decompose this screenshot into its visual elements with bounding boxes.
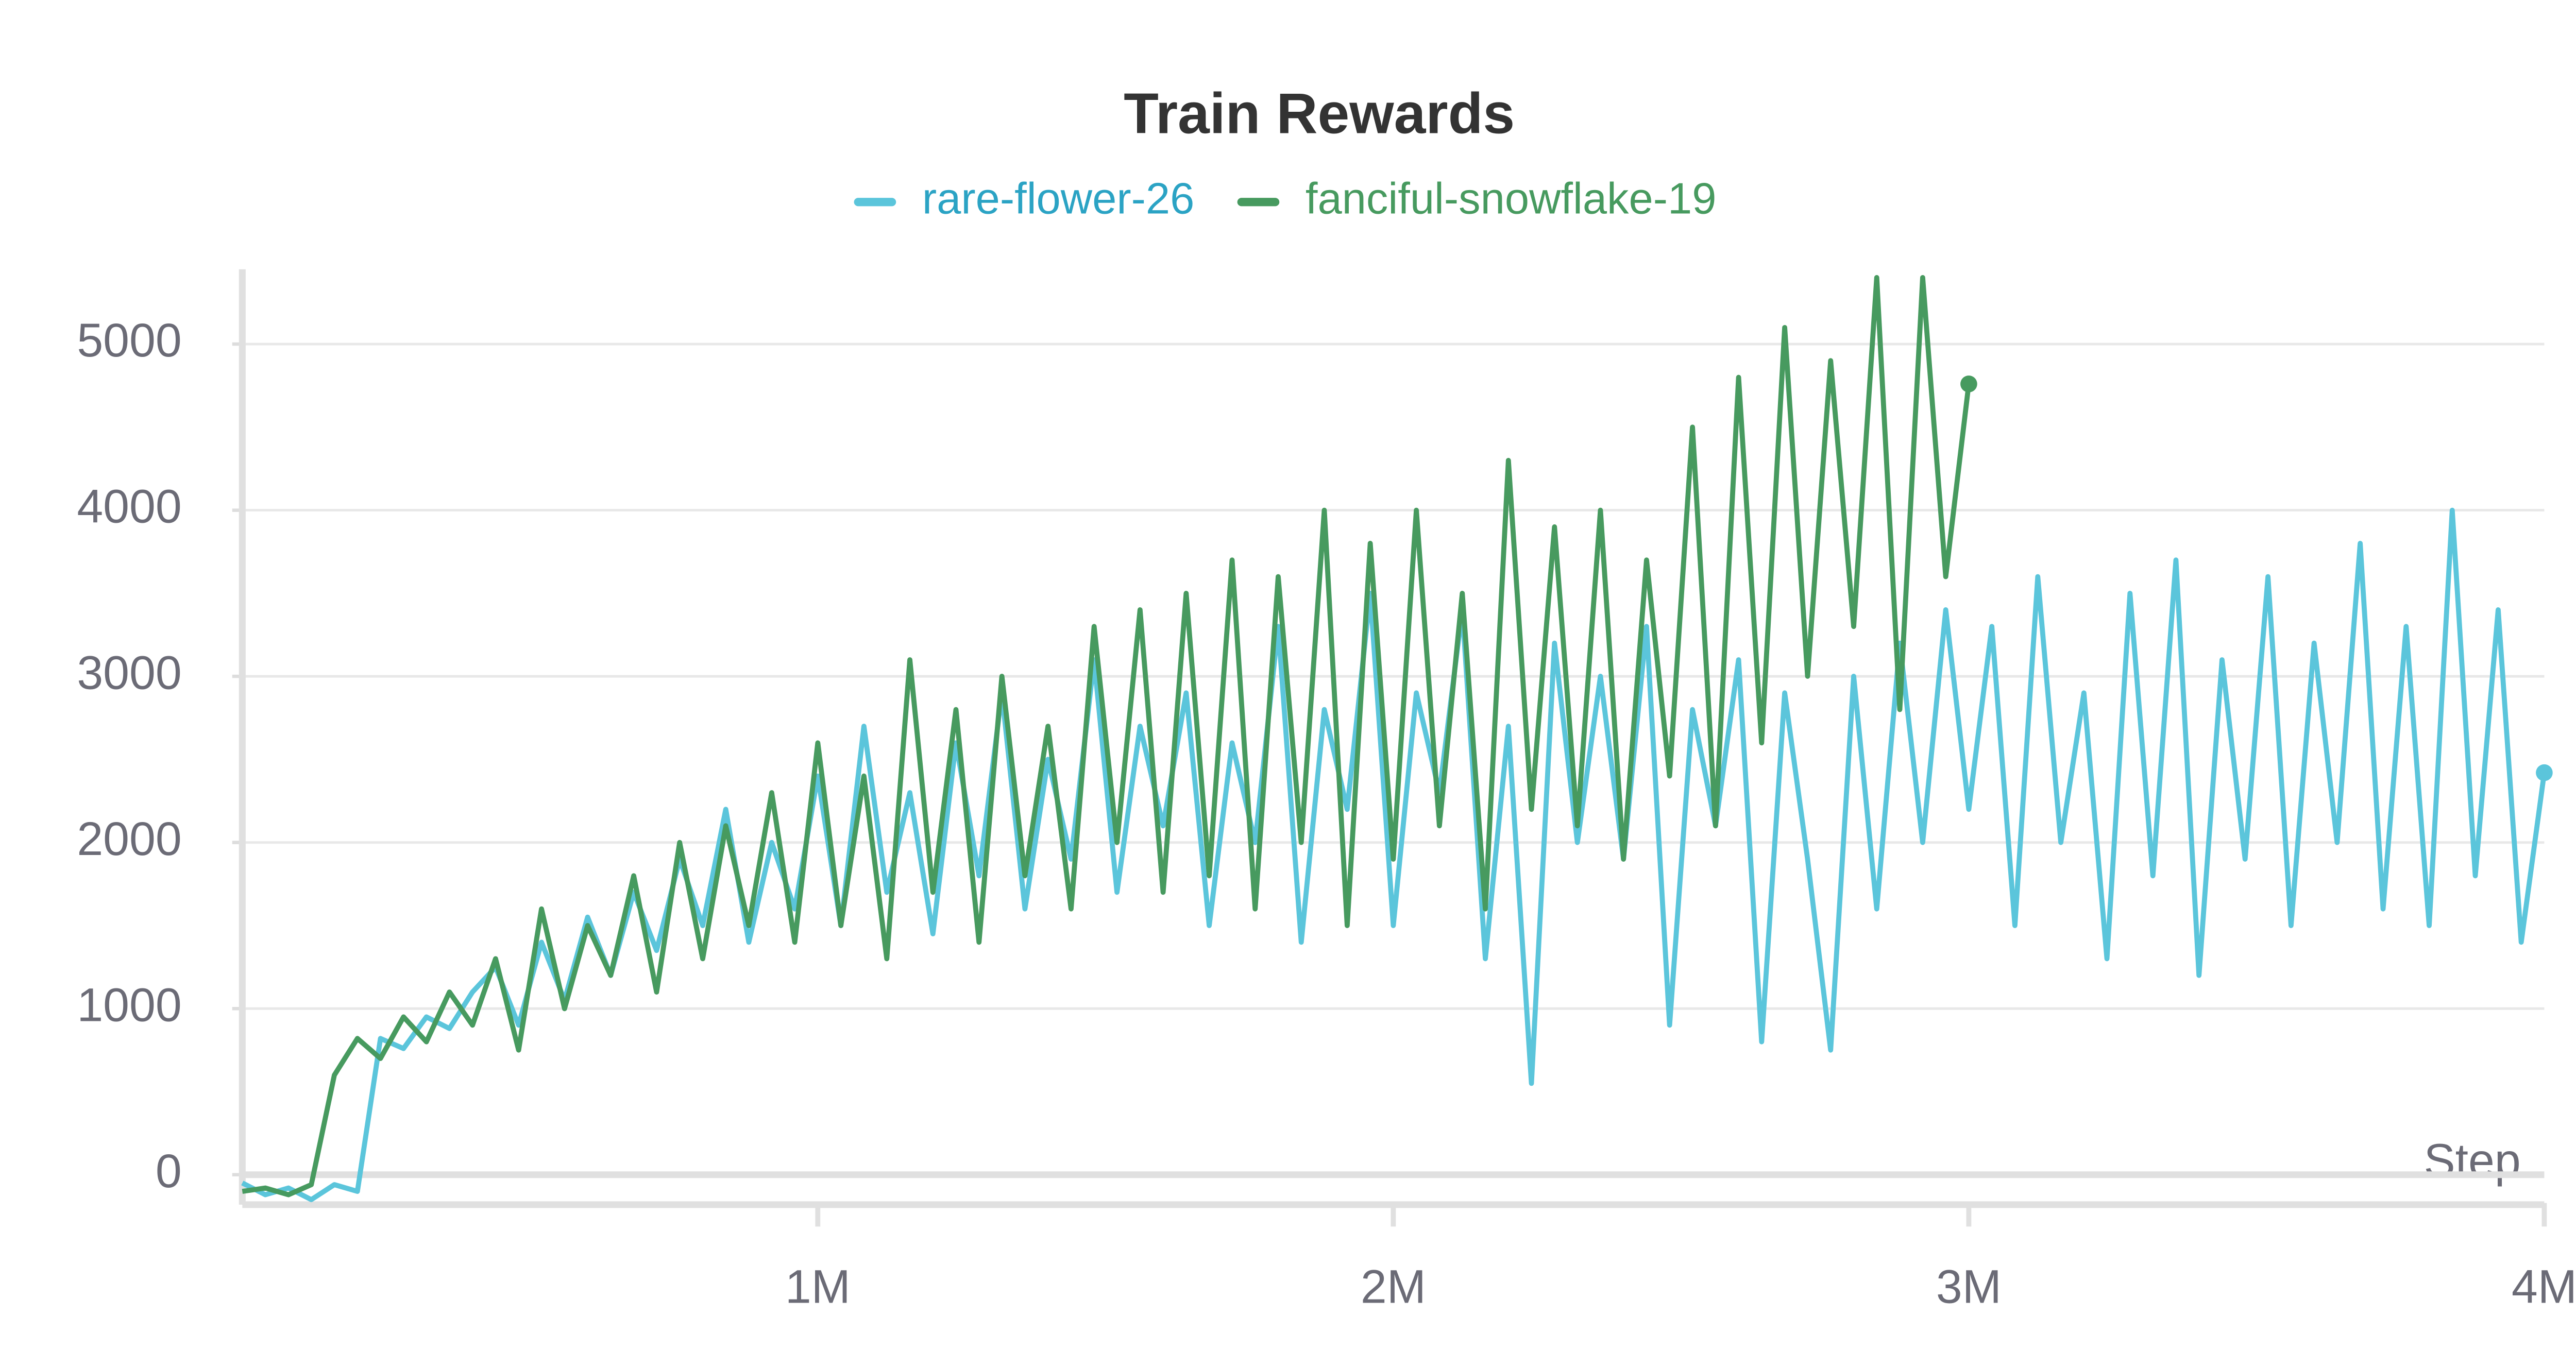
y-tick-label: 4000	[77, 481, 181, 533]
series-line	[242, 275, 1972, 1198]
end-point	[1960, 375, 1977, 392]
end-point	[2536, 764, 2553, 781]
x-axis-label: Step	[2424, 1135, 2521, 1187]
y-tick-label: 2000	[77, 813, 181, 865]
chart-title: Train Rewards	[1124, 81, 1515, 145]
y-tick-label: 0	[156, 1145, 182, 1198]
y-tick-label: 5000	[77, 314, 181, 367]
x-tick-label: 2M	[1361, 1261, 1426, 1313]
x-tick-label: 1M	[785, 1261, 851, 1313]
x-tick-label: 3M	[1936, 1261, 2002, 1313]
legend-label: rare-flower-26	[922, 174, 1194, 223]
x-tick-label: 4M	[2512, 1261, 2576, 1313]
y-tick-label: 1000	[77, 979, 181, 1031]
y-tick-label: 3000	[77, 646, 181, 699]
legend-label: fanciful-snowflake-19	[1306, 174, 1717, 223]
